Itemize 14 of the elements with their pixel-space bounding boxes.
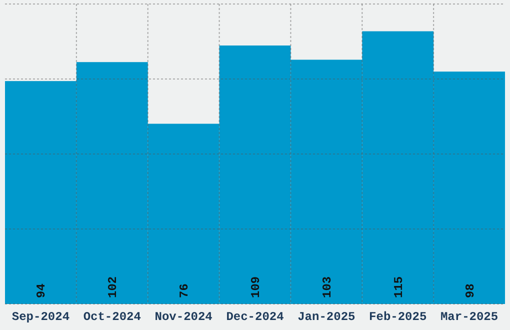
data-label: 76 — [178, 284, 192, 298]
x-tick-label: Mar-2025 — [440, 310, 498, 324]
x-tick-label: Jan-2025 — [298, 310, 356, 324]
x-tick-label: Nov-2024 — [154, 310, 212, 324]
data-label: 103 — [320, 276, 334, 298]
x-tick-label: Sep-2024 — [12, 310, 70, 324]
x-tick-label: Oct-2024 — [83, 310, 141, 324]
data-label: 94 — [34, 284, 49, 298]
data-label: 115 — [392, 276, 406, 298]
data-label: 102 — [106, 276, 120, 298]
x-tick-label: Feb-2025 — [369, 310, 427, 324]
data-label: 109 — [249, 276, 263, 298]
x-tick-label: Dec-2024 — [226, 310, 284, 324]
data-label: 98 — [463, 284, 478, 298]
